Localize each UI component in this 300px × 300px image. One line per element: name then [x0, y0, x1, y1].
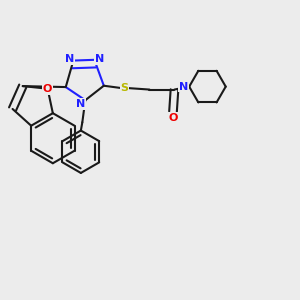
Text: O: O	[168, 112, 178, 122]
Text: N: N	[179, 82, 188, 92]
Text: N: N	[76, 99, 86, 109]
Text: N: N	[65, 54, 74, 64]
Text: S: S	[120, 83, 128, 93]
Text: O: O	[43, 84, 52, 94]
Text: N: N	[95, 54, 104, 64]
